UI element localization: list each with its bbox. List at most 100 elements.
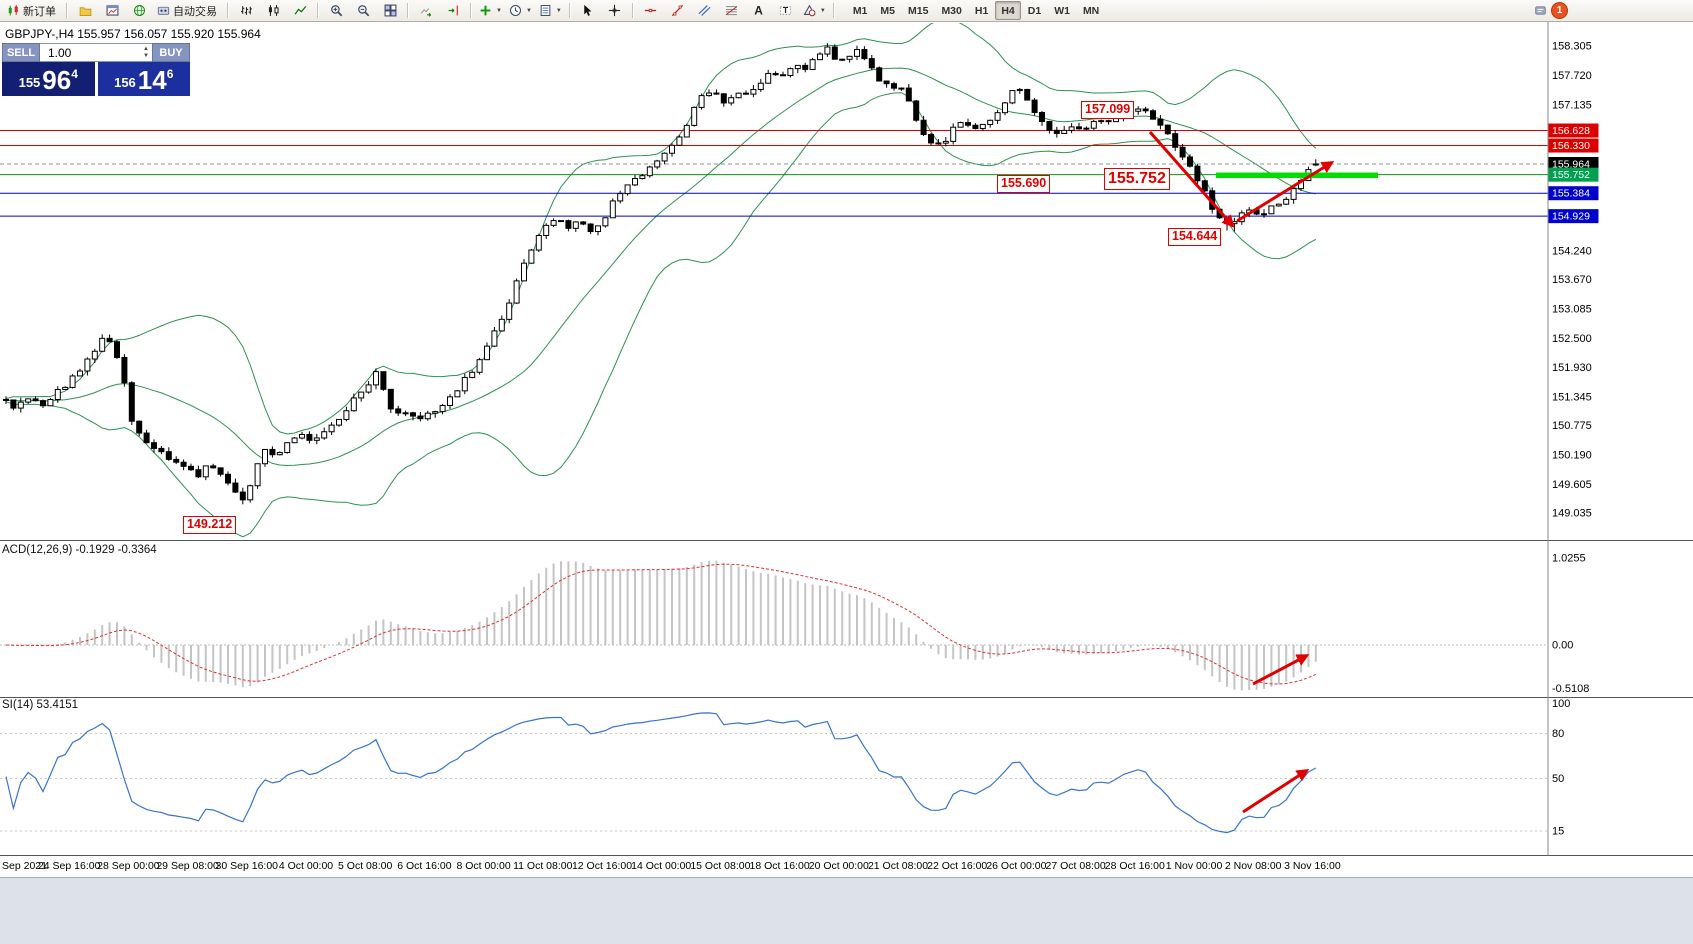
timeframe-mn-button[interactable]: MN — [1082, 4, 1100, 17]
svg-text:0.00: 0.00 — [1552, 640, 1573, 652]
toolbar-auto-scroll-button[interactable] — [413, 1, 439, 21]
status-icon[interactable] — [1534, 4, 1547, 17]
timeframe-w1-button[interactable]: W1 — [1054, 4, 1070, 17]
toolbar-indicators-button[interactable]: ▼ — [476, 1, 505, 21]
chart-ohlc-title: GBPJPY-,H4 155.957 156.057 155.920 155.9… — [5, 27, 261, 41]
price-annotation-157.099[interactable]: 157.099 — [1081, 101, 1135, 119]
notification-badge[interactable]: 1 — [1551, 2, 1568, 19]
price-pane[interactable] — [0, 20, 1548, 538]
svg-text:1.0255: 1.0255 — [1552, 552, 1586, 564]
shift-icon — [447, 4, 460, 17]
sell-price-integer: 155 — [18, 75, 41, 90]
price-annotation-154.644[interactable]: 154.644 — [1168, 228, 1222, 246]
sell-header[interactable]: SELL — [2, 43, 40, 62]
main-toolbar: 新订单 自动交易 ▼ ▼ ▼ A T ▼ M1 M5 M15 M30 H1 H4 D1 W1 MN 1 — [0, 0, 1693, 22]
svg-text:157.135: 157.135 — [1552, 99, 1592, 111]
toolbar-right-cluster: 1 — [1534, 2, 1568, 19]
toolbar-separator — [631, 3, 634, 18]
volume-field[interactable]: 1.00 ▲ ▼ — [40, 43, 152, 62]
svg-text:154.240: 154.240 — [1552, 245, 1592, 257]
toolbar-label-tool-button[interactable]: T — [773, 1, 799, 21]
toolbar-separator — [832, 3, 835, 18]
toolbar-auto-trading-button[interactable]: 自动交易 — [153, 1, 223, 21]
svg-text:155.384: 155.384 — [1552, 188, 1590, 200]
trendline-icon — [671, 4, 684, 17]
toolbar-zoom-in-button[interactable] — [323, 1, 349, 21]
rsi-pane[interactable] — [0, 712, 1548, 834]
svg-text:149.035: 149.035 — [1552, 508, 1592, 520]
svg-text:5 Oct 08:00: 5 Oct 08:00 — [338, 860, 392, 872]
svg-text:A: A — [755, 4, 764, 17]
price-axis[interactable]: 158.305 157.720 157.135 154.240 153.670 153.0… — [1548, 41, 1599, 838]
toolbar-market-globe-button[interactable] — [126, 1, 152, 21]
shapes-icon — [803, 4, 816, 17]
toolbar-periods-button[interactable]: ▼ — [506, 1, 535, 21]
svg-text:28 Sep 00:00: 28 Sep 00:00 — [97, 860, 160, 872]
zoom-in-icon — [330, 4, 343, 17]
svg-text:21 Oct 08:00: 21 Oct 08:00 — [868, 860, 928, 872]
hline-icon — [644, 4, 657, 17]
svg-text:100: 100 — [1552, 698, 1570, 710]
svg-text:153.670: 153.670 — [1552, 274, 1592, 286]
macd-histogram — [12, 560, 1317, 691]
buy-header[interactable]: BUY — [152, 43, 190, 62]
toolbar-profiles-button[interactable] — [72, 1, 98, 21]
sell-button[interactable]: 155 96 4 — [2, 62, 95, 96]
timeframe-h1-button[interactable]: H1 — [974, 4, 989, 17]
toolbar-shapes-button[interactable]: ▼ — [800, 1, 829, 21]
svg-text:153.085: 153.085 — [1552, 304, 1592, 316]
toolbar-separator — [470, 3, 472, 18]
autoscroll-icon — [420, 4, 433, 17]
svg-text:156.628: 156.628 — [1552, 125, 1590, 137]
toolbar-trendline-button[interactable] — [665, 1, 691, 21]
toolbar-separator — [317, 3, 319, 18]
price-annotation-149.212[interactable]: 149.212 — [183, 516, 237, 534]
timeframe-m1-button[interactable]: M1 — [852, 4, 868, 17]
bars-icon — [240, 4, 253, 17]
candles-icon — [267, 4, 280, 17]
toolbar-tile-windows-button[interactable] — [377, 1, 403, 21]
timeframe-d1-button[interactable]: D1 — [1027, 4, 1042, 17]
toolbar-bar-chart-mode-button[interactable] — [233, 1, 259, 21]
svg-text:152.500: 152.500 — [1552, 333, 1592, 345]
toolbar-cursor-button[interactable] — [575, 1, 601, 21]
svg-text:151.930: 151.930 — [1552, 362, 1592, 374]
timeframe-m5-button[interactable]: M5 — [880, 4, 895, 17]
candlesticks — [3, 43, 1319, 505]
buy-button[interactable]: 156 14 6 — [97, 62, 190, 96]
toolbar-zoom-out-button[interactable] — [350, 1, 376, 21]
price-annotation-155.752[interactable]: 155.752 — [1104, 168, 1170, 190]
price-annotation-155.690[interactable]: 155.690 — [997, 175, 1051, 193]
pane-separators[interactable] — [0, 22, 1693, 856]
svg-text:150.775: 150.775 — [1552, 420, 1592, 432]
one-click-trading-widget: SELL 1.00 ▲ ▼ BUY 155 96 4 156 14 6 — [2, 43, 190, 96]
buy-price-pips: 14 — [137, 65, 167, 95]
toolbar-text-tool-button[interactable]: A — [746, 1, 772, 21]
crosshair-icon — [608, 4, 621, 17]
svg-text:18 Oct 16:00: 18 Oct 16:00 — [750, 860, 810, 872]
new-order-icon — [7, 4, 20, 17]
toolbar-chart-window-button[interactable] — [99, 1, 125, 21]
toolbar-chart-shift-button[interactable] — [440, 1, 466, 21]
toolbar-equidistant-channel-button[interactable] — [692, 1, 718, 21]
tile-icon — [384, 4, 397, 17]
toolbar-crosshair-button[interactable] — [602, 1, 628, 21]
timeframe-m15-button[interactable]: M15 — [908, 4, 929, 17]
volume-down-button[interactable]: ▼ — [143, 52, 149, 59]
macd-pane[interactable] — [0, 560, 1548, 691]
toolbar-auto-trading-label: 自动交易 — [173, 5, 217, 18]
timeframe-h4-button[interactable]: H4 — [995, 1, 1021, 20]
toolbar-candle-chart-mode-button[interactable] — [260, 1, 286, 21]
horizontal-level-lines[interactable] — [0, 130, 1548, 217]
timeframe-m30-button[interactable]: M30 — [941, 4, 962, 17]
toolbar-horizontal-line-button[interactable] — [638, 1, 664, 21]
toolbar-line-chart-mode-button[interactable] — [287, 1, 313, 21]
toolbar-new-order-button[interactable]: 新订单 — [3, 1, 62, 21]
trend-arrows[interactable] — [1148, 131, 1335, 814]
toolbar-fibonacci-button[interactable] — [719, 1, 745, 21]
volume-up-button[interactable]: ▲ — [143, 45, 149, 52]
toolbar-templates-button[interactable]: ▼ — [536, 1, 565, 21]
svg-text:-0.5108: -0.5108 — [1552, 683, 1589, 695]
